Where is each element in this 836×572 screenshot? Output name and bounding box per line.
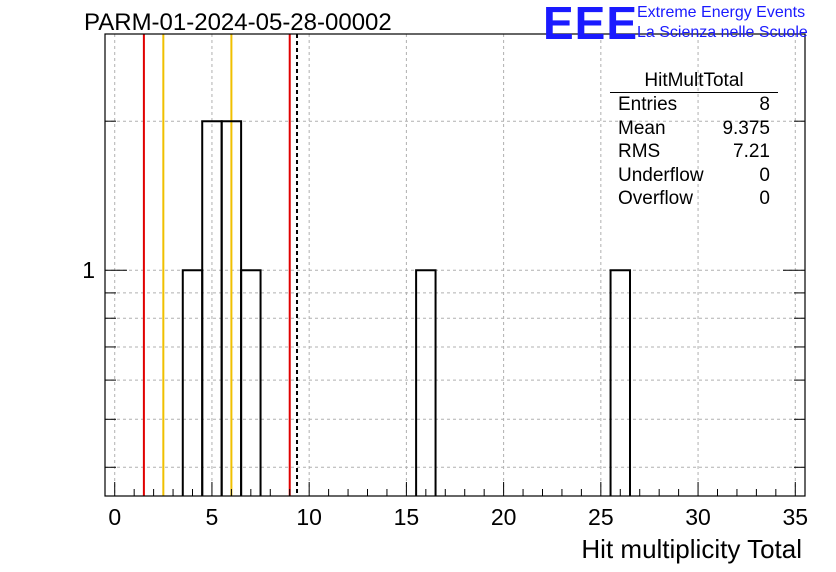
stats-label: RMS [618,141,661,162]
stats-value: 0 [759,164,770,186]
stats-value: 8 [759,94,770,115]
logo-caption-line2: La Scienza nelle Scuole [637,24,808,41]
stats-row-overflow: Overflow 0 [610,187,778,211]
x-tick-label: 35 [782,504,808,530]
run-title: PARM-01-2024-05-28-00002 [84,9,392,36]
stats-value: 9.375 [722,117,770,139]
x-tick-label: 25 [588,504,614,530]
axis-ticks: 0 5 10 15 20 25 30 35 1 [82,120,808,530]
stats-row-mean: Mean 9.375 [610,117,778,141]
x-tick-label: 15 [394,504,420,530]
x-tick-label: 30 [685,504,711,530]
stats-value: 0 [759,188,770,209]
x-tick-label: 0 [108,504,121,530]
histogram-bin [201,120,223,496]
y-tick-label: 1 [82,257,95,283]
histogram-bin [415,269,437,496]
stats-title: HitMultTotal [610,70,778,93]
stats-row-rms: RMS 7.21 [610,140,778,164]
stats-value: 7.21 [733,141,770,162]
plot-frame [104,33,806,497]
x-axis-label: Hit multiplicity Total [581,534,802,564]
histogram-bin [240,269,262,496]
stats-row-underflow: Underflow 0 [610,164,778,188]
histogram-bars [181,120,631,496]
axes [104,33,806,497]
histogram-bin [181,269,204,496]
histogram-bin [609,269,631,496]
stats-label: Mean [618,117,666,139]
stats-row-entries: Entries 8 [610,93,778,117]
x-tick-label: 5 [206,504,219,530]
x-tick-label: 10 [296,504,322,530]
marker-lines [142,34,299,496]
stats-label: Entries [618,94,678,115]
eee-logo: EEE [543,0,639,49]
stats-label: Overflow [618,188,693,209]
stats-label: Underflow [618,164,704,186]
logo-caption: Extreme Energy Events La Scienza nelle S… [637,3,808,43]
stats-box: HitMultTotal Entries 8 Mean 9.375 RMS 7.… [610,70,778,211]
x-tick-label: 20 [491,504,517,530]
logo-caption-line1: Extreme Energy Events [637,4,806,21]
